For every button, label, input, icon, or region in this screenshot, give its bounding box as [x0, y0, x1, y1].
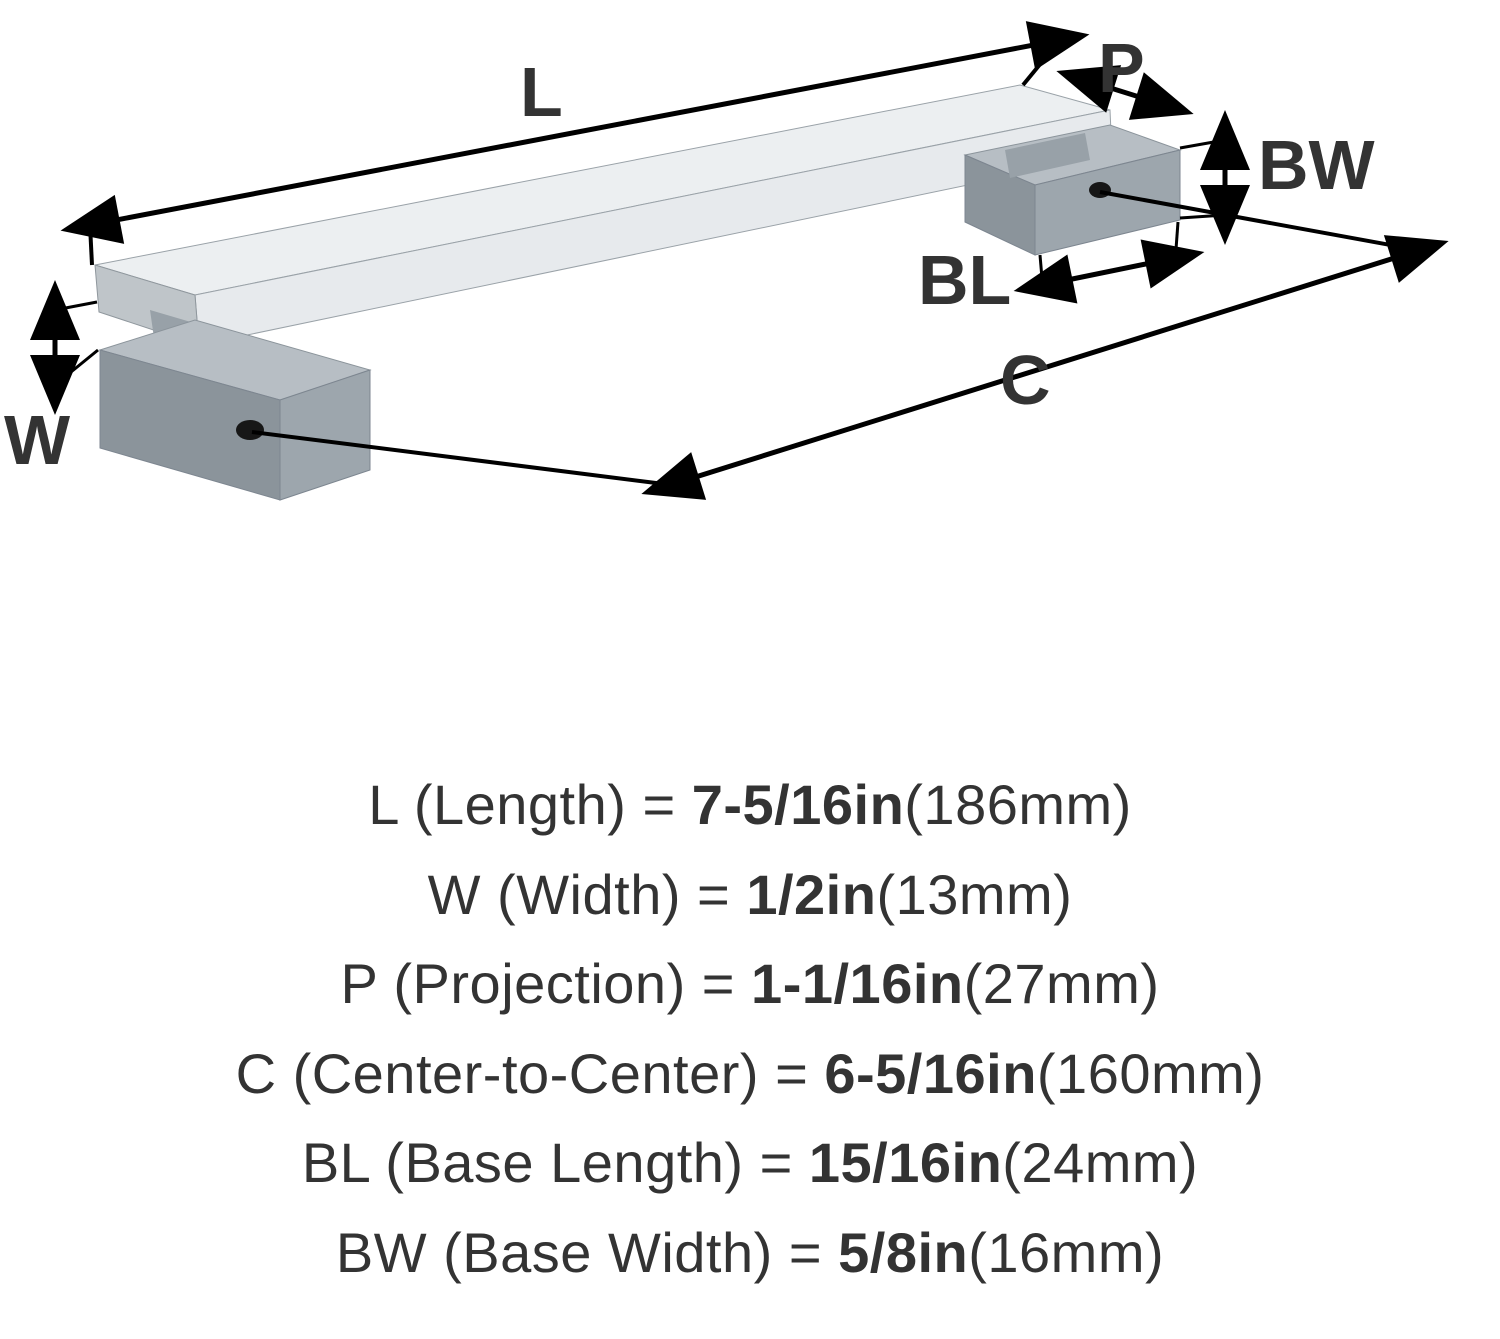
spec-line-W: W (Width) = 1/2in(13mm) [0, 850, 1500, 940]
spec-line-P: P (Projection) = 1-1/16in(27mm) [0, 939, 1500, 1029]
dim-label-C: C [1000, 340, 1051, 420]
dim-label-W: W [4, 400, 70, 480]
dim-label-P: P [1098, 28, 1145, 108]
dim-label-BW: BW [1258, 125, 1375, 205]
diagram-svg [0, 0, 1500, 700]
specifications-list: L (Length) = 7-5/16in(186mm)W (Width) = … [0, 760, 1500, 1298]
dimension-diagram: L P BW BL C W [0, 0, 1500, 700]
spec-line-BW: BW (Base Width) = 5/8in(16mm) [0, 1208, 1500, 1298]
spec-line-C: C (Center-to-Center) = 6-5/16in(160mm) [0, 1029, 1500, 1119]
dim-label-L: L [520, 52, 563, 132]
dim-line-BL [1043, 258, 1175, 285]
dim-label-BL: BL [918, 240, 1011, 320]
page: L P BW BL C W L (Length) = 7-5/16in(186m… [0, 0, 1500, 1339]
spec-line-L: L (Length) = 7-5/16in(186mm) [0, 760, 1500, 850]
spec-line-BL: BL (Base Length) = 15/16in(24mm) [0, 1118, 1500, 1208]
